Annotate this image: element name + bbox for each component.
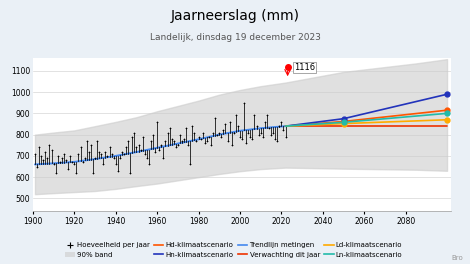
Text: Landelijk, dinsdag 19 december 2023: Landelijk, dinsdag 19 december 2023 bbox=[149, 33, 321, 42]
Text: Bro: Bro bbox=[451, 255, 463, 261]
Text: 1116: 1116 bbox=[294, 63, 315, 72]
Text: Jaarneerslag (mm): Jaarneerslag (mm) bbox=[171, 9, 299, 23]
Legend: Hoeveelheid per jaar, 90% band, Hd-klimaatscenario, Hn-klimaatscenario, Trendlij: Hoeveelheid per jaar, 90% band, Hd-klima… bbox=[65, 242, 402, 258]
